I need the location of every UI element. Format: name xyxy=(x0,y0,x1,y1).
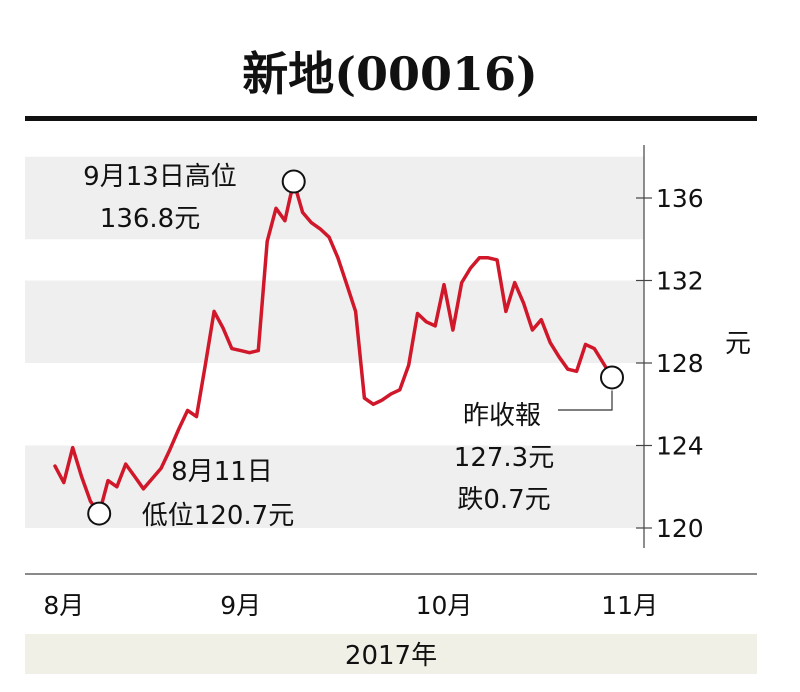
chart-title: 新地(00016) xyxy=(242,47,538,101)
background-band xyxy=(25,280,644,363)
x-tick-label: 8月 xyxy=(43,591,84,620)
x-tick-label: 11月 xyxy=(601,591,658,620)
y-tick-label: 128 xyxy=(656,349,704,378)
annotation-label: 9月13日高位 xyxy=(83,162,237,192)
annotation-label: 127.3元 xyxy=(454,443,554,473)
annotation-label: 136.8元 xyxy=(100,204,200,234)
background-band xyxy=(25,156,644,240)
year-band xyxy=(25,634,757,674)
x-ticks: 8月 9月 10月 11月 xyxy=(43,591,658,620)
title-rule xyxy=(25,116,757,121)
y-tick-label: 124 xyxy=(656,432,704,461)
y-tick-label: 132 xyxy=(656,267,704,296)
annotation-marker xyxy=(87,501,112,526)
y-axis-unit: 元 xyxy=(725,329,751,359)
y-tick-label: 136 xyxy=(656,184,704,213)
x-tick-label: 10月 xyxy=(416,591,473,620)
y-tick-label: 120 xyxy=(656,514,704,543)
annotation-marker xyxy=(281,169,306,194)
annotation-label: 跌0.7元 xyxy=(457,485,550,515)
x-axis-year-label: 2017年 xyxy=(345,641,437,671)
annotation-leader xyxy=(558,390,613,411)
price-line xyxy=(53,179,614,516)
price-series xyxy=(53,179,614,516)
annotation-label: 昨收報 xyxy=(463,401,541,431)
annotation-label: 低位120.7元 xyxy=(142,501,294,531)
y-ticks: 136 132 128 124 120 xyxy=(636,184,704,543)
annotation-label: 8月11日 xyxy=(171,457,273,487)
annotation-marker xyxy=(600,365,624,390)
x-tick-label: 9月 xyxy=(220,591,261,620)
background-band xyxy=(25,445,644,528)
